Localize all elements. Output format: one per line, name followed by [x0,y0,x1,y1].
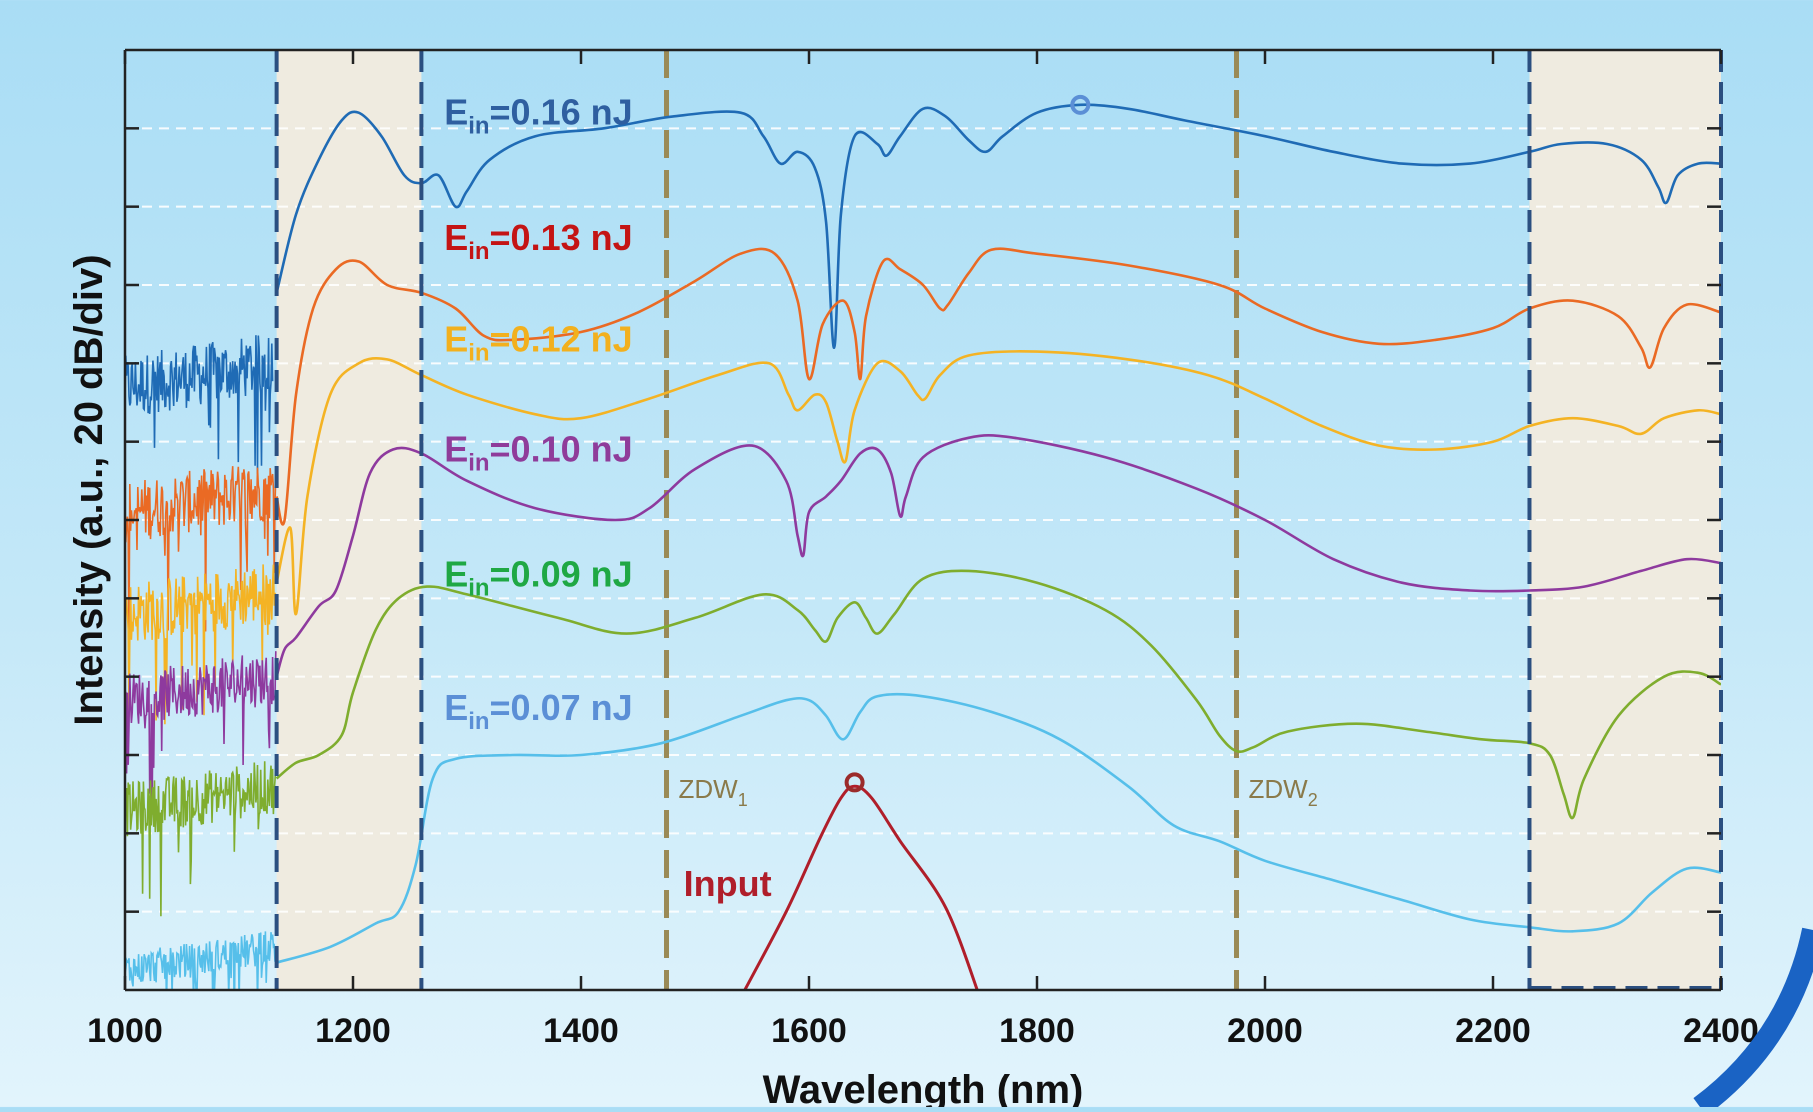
zdw-label: ZDW2 [1249,774,1318,810]
series-line [743,784,979,990]
x-tick-label: 1000 [87,1012,163,1050]
x-axis-title: Wavelength (nm) [763,1068,1084,1107]
x-tick-label: 2400 [1683,1012,1759,1050]
zdw-label: ZDW1 [679,774,748,810]
x-tick-label: 1800 [999,1012,1075,1050]
series-label: Input [684,863,772,904]
series-noise [125,931,277,990]
x-tick-label: 1400 [543,1012,619,1050]
x-tick-label: 1600 [771,1012,847,1050]
x-tick-label: 1200 [315,1012,391,1050]
series-label: Ein=0.10 nJ [444,428,632,476]
peak-marker [844,772,865,793]
series-noise [125,335,274,475]
x-tick-label: 2000 [1227,1012,1303,1050]
series-line [276,692,1721,964]
series-label: Ein=0.16 nJ [444,91,632,139]
series-line [275,434,1721,678]
series-line [275,103,1721,350]
series-label: Ein=0.09 nJ [444,554,632,602]
x-tick-label: 2200 [1455,1012,1531,1050]
series-label: Ein=0.07 nJ [444,687,632,735]
y-axis-title: Intensity (a.u., 20 dB/div) [67,254,111,725]
peak-marker [1070,94,1091,115]
series-line [275,350,1721,616]
series-noise [125,564,277,725]
series-noise [125,466,277,640]
series-line [275,569,1721,820]
series-noise [125,761,277,917]
decorative-arc [1693,927,1813,1112]
